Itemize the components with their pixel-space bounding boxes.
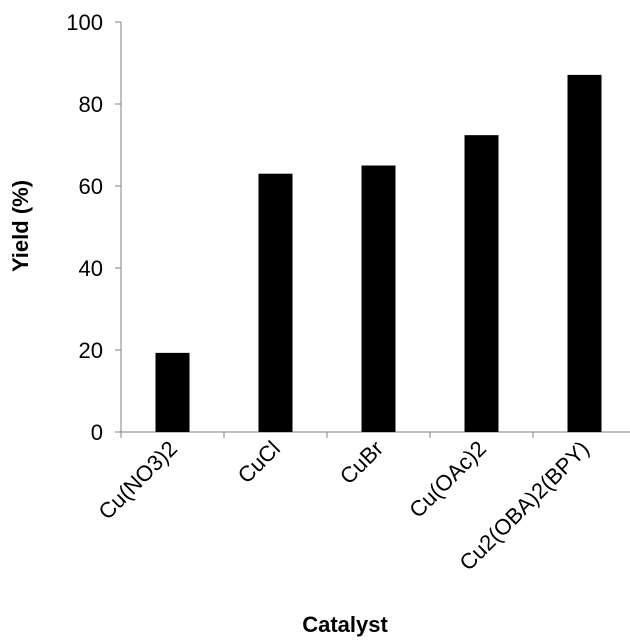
bar — [361, 165, 396, 432]
bar — [464, 135, 499, 432]
x-axis-title: Catalyst — [302, 612, 388, 637]
bar — [258, 173, 293, 432]
y-tick-label: 0 — [91, 420, 103, 445]
y-tick-label: 80 — [79, 92, 103, 117]
x-tick-label: CuCl — [233, 436, 285, 488]
x-tick-label: Cu(NO3)2 — [93, 436, 182, 525]
y-tick-label: 20 — [79, 338, 103, 363]
bar — [567, 74, 602, 432]
y-axis: 0 20 40 60 80 100 — [66, 10, 122, 445]
bar — [155, 352, 190, 432]
bars — [155, 74, 602, 432]
x-tick-label: Cu(OAc)2 — [404, 436, 491, 523]
x-tick-label: CuBr — [335, 436, 388, 489]
y-tick-label: 100 — [66, 10, 103, 35]
y-tick-label: 60 — [79, 174, 103, 199]
y-tick-label: 40 — [79, 256, 103, 281]
y-axis-title: Yield (%) — [8, 180, 33, 272]
